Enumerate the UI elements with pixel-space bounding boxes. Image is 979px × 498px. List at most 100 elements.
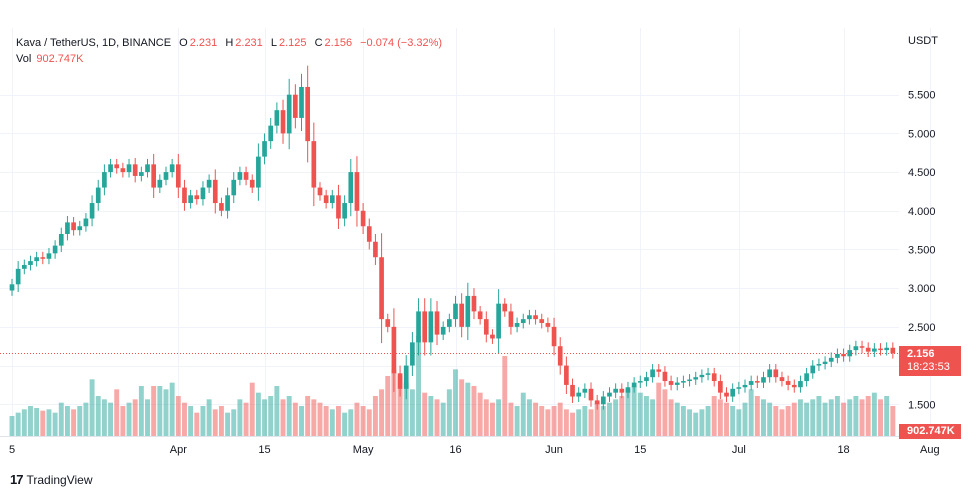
candle [619, 383, 625, 399]
volume-bar [71, 409, 77, 436]
volume-bar [58, 402, 64, 436]
volume-bar [841, 402, 847, 436]
brand-name: TradingView [26, 472, 93, 487]
candle [293, 84, 298, 129]
candle [58, 227, 64, 252]
volume-bar [52, 412, 58, 436]
symbol-title[interactable]: Kava / TetherUS, 1D, BINANCE [16, 37, 172, 49]
grid-lines [0, 28, 931, 436]
volume-bar [533, 402, 539, 436]
candle-body [779, 377, 785, 382]
candle [262, 133, 267, 165]
candle-body [249, 179, 255, 188]
candle-body [28, 261, 33, 265]
candle [108, 158, 113, 178]
candle [391, 308, 397, 392]
candle [397, 365, 403, 397]
volume-bar [218, 406, 224, 436]
candle [551, 317, 557, 356]
candle [828, 352, 834, 368]
candle [403, 355, 409, 400]
candle [545, 317, 551, 333]
candle-body [662, 371, 668, 382]
volume-bar [9, 416, 15, 436]
candle [348, 158, 354, 217]
candle [354, 156, 360, 227]
price-tick-label: 1.500 [908, 399, 936, 411]
candle-body [625, 387, 631, 393]
open-value: 2.231 [189, 37, 218, 49]
volume-bar [323, 406, 329, 436]
candle-body [890, 347, 896, 354]
volume-bar [637, 392, 643, 436]
candle-body [465, 295, 471, 327]
candle-body [650, 369, 655, 378]
candle [490, 329, 495, 344]
candle-body [286, 94, 292, 134]
candle-body [859, 346, 865, 348]
volume-bar [496, 399, 502, 436]
candle [754, 375, 760, 389]
volume-bar [570, 412, 575, 436]
candle-body [687, 379, 692, 382]
candle-body [884, 347, 890, 351]
volume-bar [348, 409, 354, 436]
volume-bar [631, 386, 637, 436]
candle [884, 342, 890, 356]
volume-bar [767, 402, 773, 436]
volume-bar [717, 399, 723, 436]
candle [465, 282, 471, 341]
candle [151, 153, 157, 199]
candle-body [354, 172, 360, 211]
candle-body [200, 187, 206, 200]
volume-bar [613, 399, 619, 436]
volume-bar [274, 386, 280, 436]
candle [366, 218, 372, 250]
candle-body [120, 168, 126, 173]
time-axis[interactable]: 5 Apr 15 May 16 Jun 15 Jul 18 Aug [9, 444, 940, 456]
candle-body [126, 164, 132, 173]
time-tick-label: 15 [634, 444, 646, 456]
candle-body [206, 179, 212, 188]
candle-body [71, 222, 76, 231]
volume-bar [797, 399, 803, 436]
candle [539, 313, 545, 329]
candle-body [58, 234, 64, 246]
candle [779, 371, 785, 387]
volume-bar [773, 406, 779, 436]
candle-body [828, 357, 834, 362]
candle-body [305, 86, 311, 142]
candle [102, 164, 107, 196]
candle [520, 313, 526, 329]
last-price-value: 2.156 [907, 347, 935, 360]
volume-bar [545, 409, 551, 436]
candle-body [366, 226, 372, 242]
candle-body [594, 400, 600, 405]
time-tick-label: Apr [170, 444, 187, 456]
volume-bar [588, 409, 594, 436]
open-label: O [179, 37, 188, 49]
volume-bar [194, 412, 200, 436]
volume-value: 902.747K [36, 53, 84, 65]
volume-bar [816, 396, 822, 436]
time-tick-label: 16 [449, 444, 461, 456]
candle-body [656, 369, 662, 372]
volume-bar [354, 402, 360, 436]
volume-bar [662, 389, 668, 436]
candle-body [693, 377, 699, 380]
candle-body [644, 377, 649, 382]
volume-bar [742, 402, 748, 436]
volume-bar [711, 396, 717, 436]
candle [336, 184, 341, 229]
volume-bar [21, 409, 27, 436]
candle-body [736, 387, 742, 389]
candle-body [754, 381, 760, 383]
candle [175, 153, 181, 199]
tradingview-brand[interactable]: 17 TradingView [10, 472, 93, 487]
volume-bar [262, 399, 268, 436]
candle [625, 381, 631, 399]
candle [323, 189, 329, 209]
candle [157, 174, 163, 193]
candle [791, 379, 797, 393]
